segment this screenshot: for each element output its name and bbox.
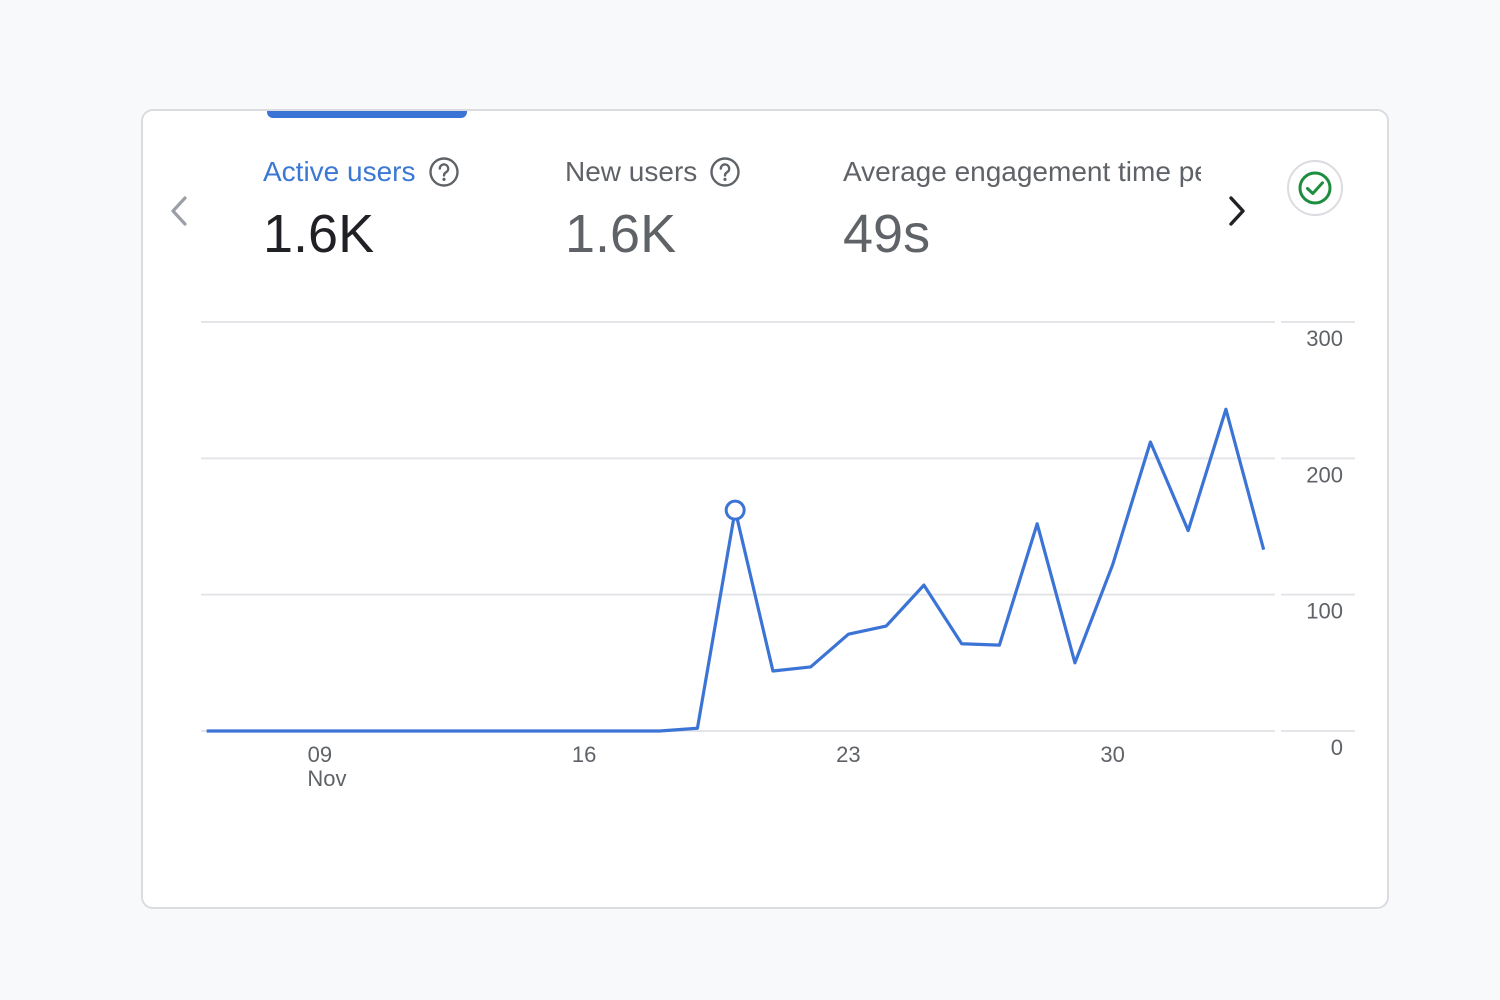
metric-tab-new-users[interactable]: New users 1.6K	[565, 151, 741, 261]
data-point	[317, 728, 323, 734]
data-point	[241, 728, 247, 734]
data-point	[694, 725, 700, 731]
data-point	[1223, 406, 1229, 412]
data-point	[808, 664, 814, 670]
y-tick-label: 300	[1306, 326, 1343, 351]
highlighted-data-point	[724, 499, 746, 521]
data-point	[619, 728, 625, 734]
x-tick-label: 30	[1100, 742, 1124, 767]
data-point	[1034, 521, 1040, 527]
next-metric-button[interactable]	[1215, 189, 1259, 233]
previous-metric-button[interactable]	[157, 189, 201, 233]
metric-label: Average engagement time per active user	[843, 156, 1201, 187]
y-tick-label: 200	[1306, 462, 1343, 487]
data-point	[581, 728, 587, 734]
data-point	[1147, 439, 1153, 445]
y-tick-label: 100	[1306, 599, 1343, 624]
data-point	[1261, 547, 1267, 553]
data-point	[770, 668, 776, 674]
x-tick-label: 23	[836, 742, 860, 767]
x-tick-sublabel: Nov	[307, 766, 346, 791]
selected-tab-indicator	[267, 111, 467, 118]
active-users-card: Active users 1.6K New users 1.6K Average…	[141, 109, 1389, 909]
data-point	[883, 623, 889, 629]
data-point	[468, 728, 474, 734]
metric-label: New users	[565, 156, 698, 187]
data-point	[392, 728, 398, 734]
data-point	[430, 728, 436, 734]
metric-label: Active users	[263, 156, 416, 187]
data-point	[657, 728, 663, 734]
data-point	[845, 631, 851, 637]
data-point	[1072, 660, 1078, 666]
metric-value: 1.6K	[565, 204, 677, 264]
data-point	[1110, 562, 1116, 568]
data-quality-status-button[interactable]	[1287, 160, 1343, 216]
metric-value: 1.6K	[263, 204, 375, 264]
x-tick-label: 16	[572, 742, 596, 767]
data-point	[1185, 528, 1191, 534]
data-point	[543, 728, 549, 734]
x-tick-label: 09	[308, 742, 332, 767]
metric-tab-average-engagement-time[interactable]: Average engagement time per active user …	[843, 151, 1201, 261]
check-circle-icon	[1298, 171, 1332, 205]
metric-tab-active-users[interactable]: Active users 1.6K	[263, 151, 460, 261]
y-tick-label: 0	[1331, 735, 1343, 760]
data-point	[279, 728, 285, 734]
help-circle-icon[interactable]	[709, 156, 741, 188]
data-point	[996, 642, 1002, 648]
help-circle-icon[interactable]	[428, 156, 460, 188]
data-point	[506, 728, 512, 734]
data-point	[921, 582, 927, 588]
metric-value: 49s	[843, 204, 931, 261]
chevron-left-icon	[171, 196, 187, 226]
data-point	[959, 641, 965, 647]
data-point	[204, 728, 210, 734]
data-point	[355, 728, 361, 734]
chevron-right-icon	[1229, 196, 1245, 226]
